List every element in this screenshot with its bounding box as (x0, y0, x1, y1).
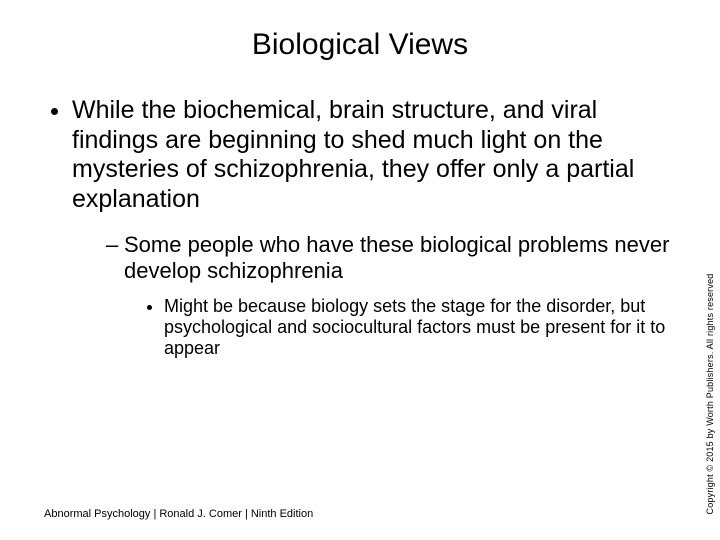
slide-container: Biological Views While the biochemical, … (0, 0, 720, 540)
bullet-l1-text: While the biochemical, brain structure, … (72, 96, 634, 213)
bullet-l3-item: Might be because biology sets the stage … (164, 296, 676, 360)
bullet-list-level1: While the biochemical, brain structure, … (44, 96, 676, 360)
bullet-l2-text: Some people who have these biological pr… (124, 232, 669, 283)
slide-title: Biological Views (44, 28, 676, 62)
bullet-l2-item: Some people who have these biological pr… (106, 232, 676, 360)
copyright-text: Copyright © 2015 by Worth Publishers. Al… (705, 274, 715, 515)
bullet-list-level2: Some people who have these biological pr… (72, 232, 676, 360)
footer-text: Abnormal Psychology | Ronald J. Comer | … (44, 508, 313, 520)
bullet-l3-text: Might be because biology sets the stage … (164, 296, 665, 358)
bullet-l1-item: While the biochemical, brain structure, … (72, 96, 676, 360)
bullet-list-level3: Might be because biology sets the stage … (124, 296, 676, 360)
